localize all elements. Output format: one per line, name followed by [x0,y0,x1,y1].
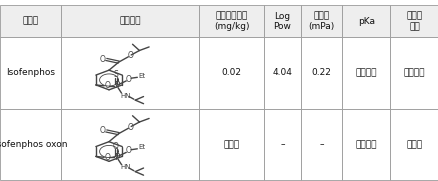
Text: Log
Pow: Log Pow [273,12,291,31]
Text: 대사체: 대사체 [406,140,422,149]
Text: 미설정: 미설정 [223,140,239,149]
Text: P: P [113,153,119,162]
Text: S: S [113,70,118,79]
Bar [390,109,438,180]
Text: pKa: pKa [357,17,374,26]
Text: O: O [127,123,133,132]
Text: 4.04: 4.04 [272,68,292,77]
Bar [264,109,300,180]
Text: O: O [126,146,132,155]
Bar [60,37,198,109]
Text: 모화합물: 모화합물 [403,68,424,77]
Text: –: – [318,140,323,149]
Text: O: O [99,55,105,64]
Text: 잔류허용기준
(mg/kg): 잔류허용기준 (mg/kg) [213,12,249,31]
Text: 분자구조: 분자구조 [119,17,140,26]
Text: O: O [127,51,133,60]
Text: HN: HN [120,164,131,170]
Text: –: – [280,140,284,149]
Bar [60,109,198,180]
Text: Et: Et [138,73,145,79]
Bar [198,109,264,180]
Text: O: O [104,81,110,90]
Text: HN: HN [120,93,131,99]
Text: O: O [126,75,132,84]
Text: 비해리성: 비해리성 [355,68,376,77]
Text: 0.02: 0.02 [221,68,241,77]
Bar [0,5,60,37]
Text: O: O [113,142,119,151]
Bar [300,109,341,180]
Bar [198,37,264,109]
Text: Isofenphos oxon: Isofenphos oxon [0,140,67,149]
Bar [390,5,438,37]
Text: 화합물: 화합물 [22,17,38,26]
Bar [198,5,264,37]
Bar [300,5,341,37]
Bar [264,5,300,37]
Text: 0.22: 0.22 [311,68,331,77]
Text: P: P [113,81,119,90]
Text: O: O [104,153,110,162]
Text: Et: Et [138,144,145,150]
Bar [390,37,438,109]
Text: O: O [99,127,105,135]
Bar [0,109,60,180]
Text: Isofenphos: Isofenphos [6,68,55,77]
Bar [60,5,198,37]
Bar [341,37,390,109]
Text: 비해리성: 비해리성 [355,140,376,149]
Bar [0,37,60,109]
Text: 잔류물
정의: 잔류물 정의 [406,12,422,31]
Bar [300,37,341,109]
Bar [341,109,390,180]
Bar [264,37,300,109]
Bar [341,5,390,37]
Text: 증기압
(mPa): 증기압 (mPa) [307,12,334,31]
